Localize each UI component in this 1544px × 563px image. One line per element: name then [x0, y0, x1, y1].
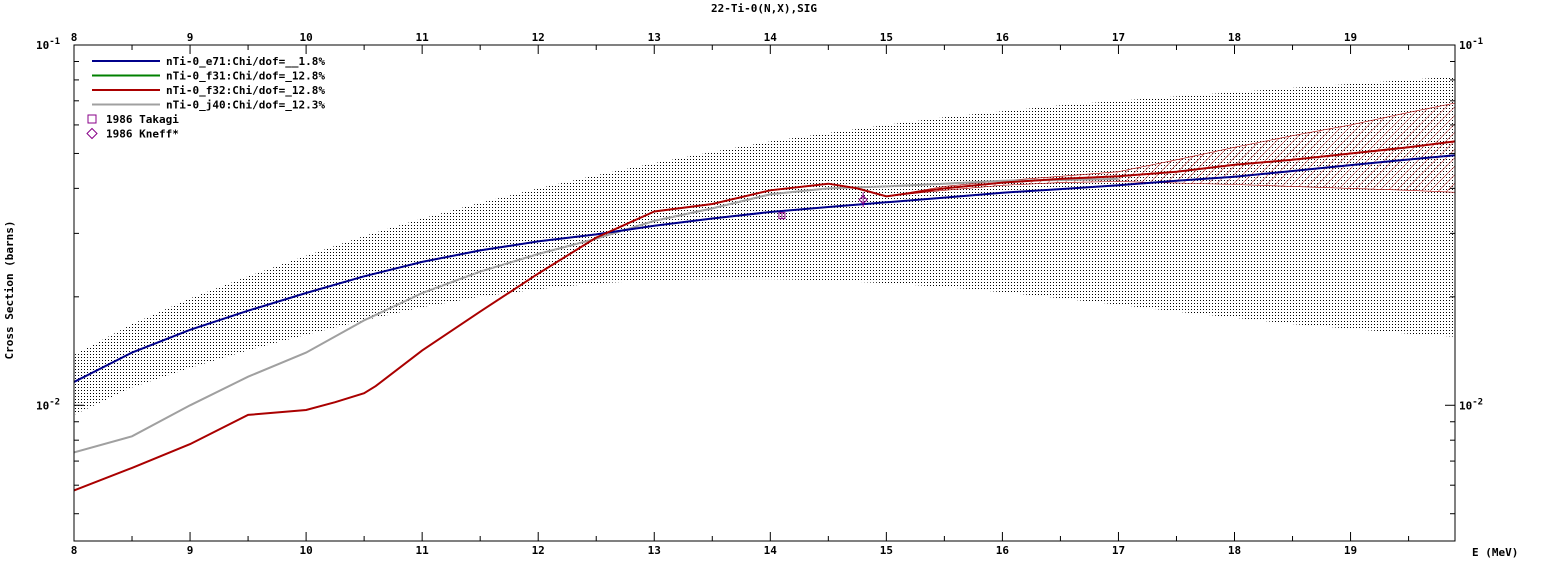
data-point-kneff: [858, 195, 868, 205]
x-tick-label-top: 18: [1228, 31, 1241, 44]
x-tick-label: 9: [187, 544, 194, 557]
uncertainty-bands: [74, 76, 1455, 491]
legend-label: nTi-0_f32:Chi/dof=_12.8%: [166, 84, 325, 97]
x-tick-label: 8: [71, 544, 78, 557]
x-axis-ticks: 8 8 9 9 10 10 11 11 12 12 13 13 14 14 15 15 16 16 17 17 18 18…: [71, 31, 1410, 557]
x-tick-label-top: 13: [648, 31, 661, 44]
x-tick-label-top: 17: [1112, 31, 1125, 44]
x-tick-label-top: 8: [71, 31, 78, 44]
series-line-0: [74, 154, 1455, 383]
legend: nTi-0_e71:Chi/dof=__1.8% nTi-0_f31:Chi/do…: [86, 55, 325, 141]
x-tick-label: 13: [648, 544, 661, 557]
uncertainty-band-0: [74, 76, 1455, 415]
legend-label: nTi-0_f31:Chi/dof=_12.8%: [166, 70, 325, 83]
y-tick-label-right: 10-1: [1459, 37, 1483, 52]
x-tick-label-top: 10: [299, 31, 312, 44]
y-tick-label: 10-1: [36, 37, 60, 52]
x-tick-label-top: 19: [1344, 31, 1357, 44]
legend-label: 1986 Takagi: [106, 113, 179, 126]
legend-marker-square: [87, 114, 97, 124]
x-axis-label: E (MeV): [1472, 546, 1518, 559]
x-tick-label: 15: [880, 544, 893, 557]
x-tick-label: 11: [416, 544, 430, 557]
legend-marker-diamond: [86, 127, 98, 140]
series-lines: [74, 140, 1455, 492]
chart-title: 22-Ti-0(N,X),SIG: [711, 2, 817, 15]
x-tick-label-top: 11: [416, 31, 430, 44]
series-line-2: [74, 140, 1455, 492]
x-tick-label-top: 9: [187, 31, 194, 44]
x-tick-label: 17: [1112, 544, 1125, 557]
x-tick-label: 12: [532, 544, 545, 557]
plot-frame: [73, 44, 1456, 542]
experimental-points: [778, 192, 868, 220]
x-tick-label: 18: [1228, 544, 1241, 557]
y-axis-label: Cross Section (barns): [3, 220, 16, 359]
x-tick-label-top: 15: [880, 31, 893, 44]
data-point-takagi: [778, 212, 786, 220]
x-tick-label: 14: [764, 544, 778, 557]
y-axis-ticks: 10-1 10-1 10-2 10-2: [36, 37, 1483, 515]
x-tick-label: 16: [996, 544, 1010, 557]
legend-label: nTi-0_j40:Chi/dof=_12.3%: [166, 99, 325, 112]
legend-label: 1986 Kneff*: [106, 128, 179, 141]
x-tick-label: 19: [1344, 544, 1357, 557]
x-tick-label-top: 12: [532, 31, 545, 44]
x-tick-label: 10: [299, 544, 312, 557]
x-tick-label-top: 14: [764, 31, 778, 44]
y-tick-label: 10-2: [36, 397, 60, 412]
legend-label: nTi-0_e71:Chi/dof=__1.8%: [166, 55, 325, 68]
y-tick-label-right: 10-2: [1459, 397, 1483, 412]
x-tick-label-top: 16: [996, 31, 1010, 44]
